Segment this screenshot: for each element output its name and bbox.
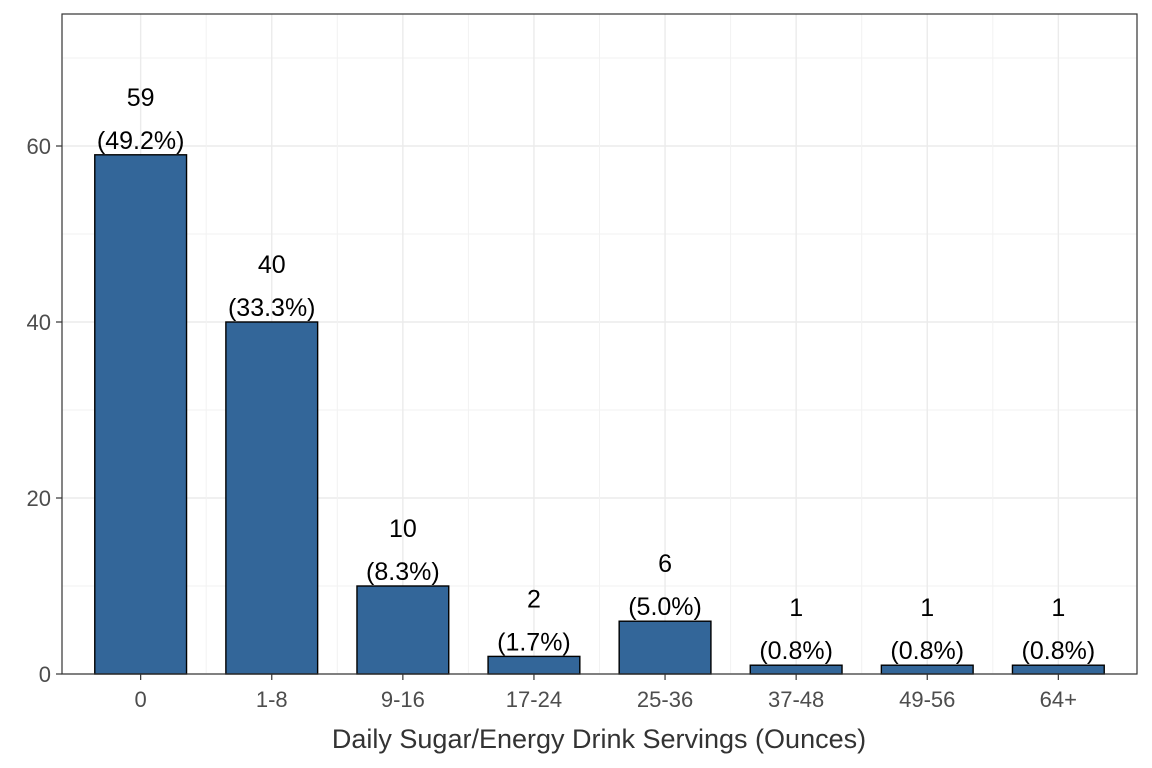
count-label: 10 [389, 515, 417, 543]
bar-1-8 [225, 321, 319, 675]
x-tick-label: 1-8 [256, 687, 288, 712]
x-axis-title: Daily Sugar/Energy Drink Servings (Ounce… [332, 724, 866, 754]
percent-label: (49.2%) [97, 127, 185, 155]
bar-49-56 [880, 664, 974, 675]
x-axis: 0 1-8 9-16 17-24 25-36 37-48 49-56 64+ [135, 674, 1077, 712]
bar-9-16 [356, 585, 450, 675]
percent-label: (0.8%) [1022, 637, 1096, 665]
y-tick-label: 40 [27, 310, 51, 335]
data-labels: 59 (49.2%) 40 (33.3%) 10 (8.3%) 2 (1.7%) 6 (5.0%)… [97, 84, 1095, 665]
percent-label: (8.3%) [366, 558, 440, 586]
y-axis: 0 20 40 60 [27, 134, 62, 687]
count-label: 40 [258, 251, 286, 279]
percent-label: (33.3%) [228, 294, 316, 322]
x-tick-label: 64+ [1040, 687, 1077, 712]
x-tick-label: 37-48 [768, 687, 824, 712]
percent-label: (5.0%) [628, 593, 702, 621]
count-label: 59 [127, 84, 155, 112]
x-tick-label: 25-36 [637, 687, 693, 712]
bar-37-48 [749, 664, 843, 675]
bar-25-36 [618, 620, 712, 675]
plot-panel-border [61, 13, 1138, 675]
bar-64+ [1011, 664, 1105, 675]
count-label: 1 [1051, 594, 1065, 622]
grid-lines [62, 14, 1137, 675]
count-label: 2 [527, 585, 541, 613]
x-tick-label: 49-56 [899, 687, 955, 712]
x-tick-label: 17-24 [506, 687, 562, 712]
y-tick-label: 0 [39, 662, 51, 687]
y-tick-label: 60 [27, 134, 51, 159]
x-tick-label: 9-16 [381, 687, 425, 712]
count-label: 1 [920, 594, 934, 622]
percent-label: (0.8%) [759, 637, 833, 665]
count-label: 1 [789, 594, 803, 622]
count-label: 6 [658, 550, 672, 578]
x-tick-label: 0 [135, 687, 147, 712]
percent-label: (1.7%) [497, 628, 571, 656]
y-tick-label: 20 [27, 486, 51, 511]
bar-17-24 [487, 655, 581, 675]
bar-0 [94, 154, 188, 675]
percent-label: (0.8%) [890, 637, 964, 665]
bars [94, 154, 1105, 675]
